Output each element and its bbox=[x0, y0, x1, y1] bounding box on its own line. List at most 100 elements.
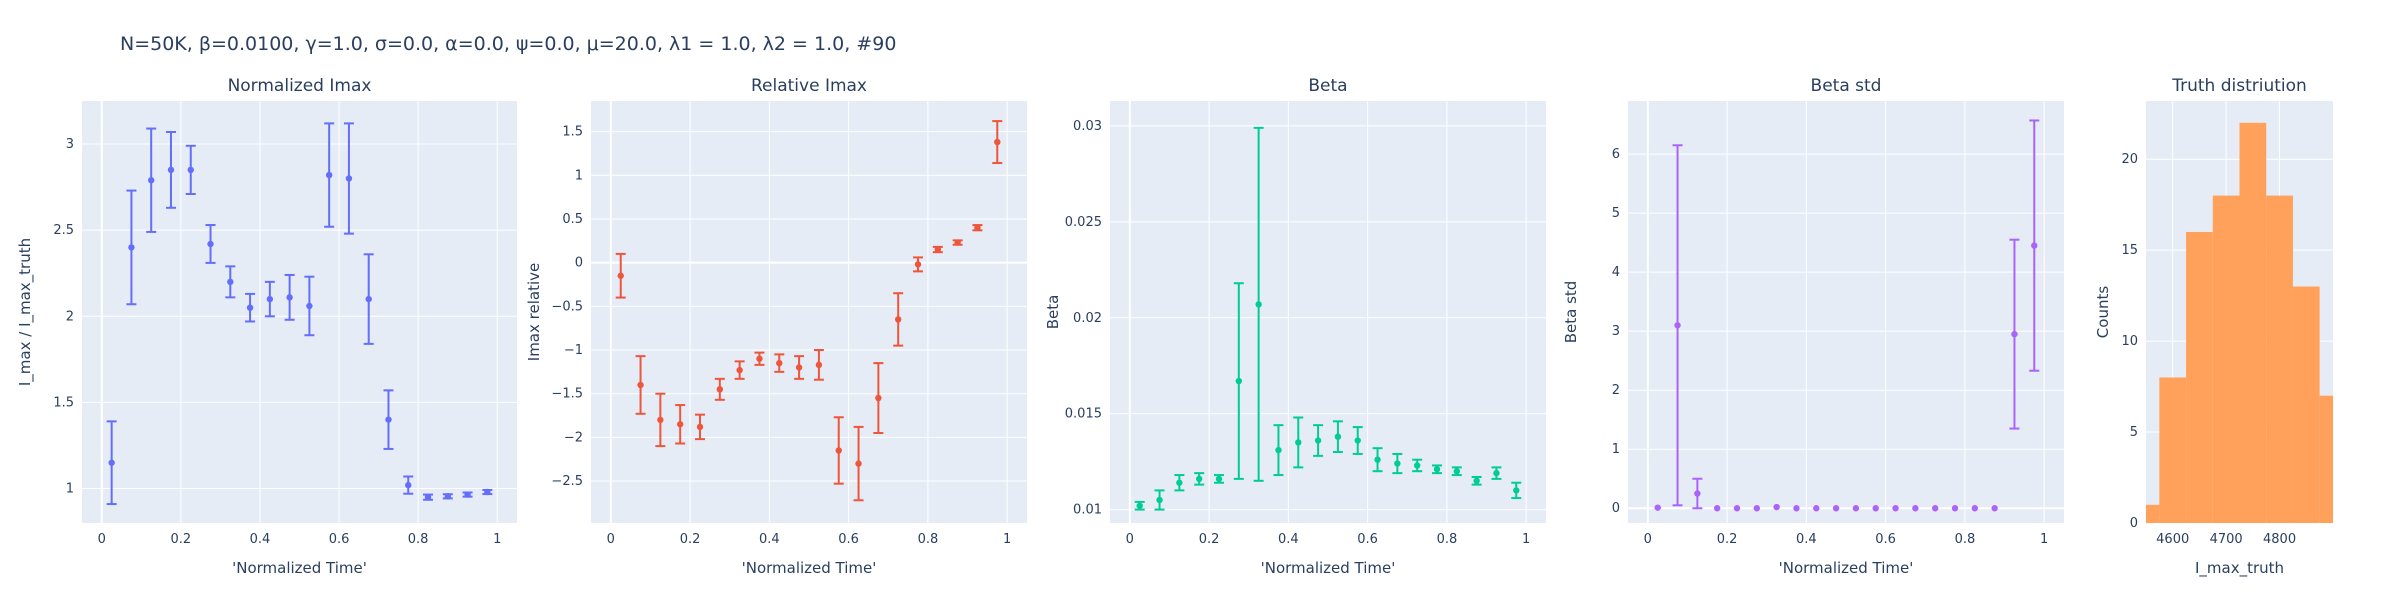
histogram-bar bbox=[2239, 122, 2267, 524]
histogram-bar bbox=[2266, 195, 2293, 523]
y-tick-label: 1 bbox=[1612, 442, 1620, 457]
x-tick-label: 0 bbox=[1126, 532, 1134, 547]
data-point bbox=[1654, 504, 1661, 511]
data-point bbox=[1453, 468, 1461, 475]
data-point bbox=[914, 261, 922, 268]
data-point bbox=[1513, 487, 1520, 494]
y-axis-label: Imax relative bbox=[525, 263, 543, 361]
data-point bbox=[1872, 505, 1879, 512]
data-point bbox=[1813, 505, 1820, 512]
figure-suptitle: N=50K, β=0.0100, γ=1.0, σ=0.0, α=0.0, ψ=… bbox=[120, 33, 896, 55]
panel-title: Beta bbox=[1308, 76, 1347, 96]
data-point bbox=[405, 481, 412, 489]
data-point bbox=[1255, 301, 1262, 308]
data-point bbox=[875, 394, 882, 402]
data-point bbox=[1235, 377, 1243, 385]
data-point bbox=[286, 294, 293, 301]
data-point bbox=[954, 239, 961, 246]
data-point bbox=[1971, 505, 1979, 512]
plot-background bbox=[1110, 101, 1546, 523]
data-point bbox=[1314, 437, 1322, 444]
x-tick-label: 0.4 bbox=[250, 532, 271, 547]
plot-background bbox=[591, 101, 1027, 523]
x-tick-label: 0.8 bbox=[1437, 532, 1458, 547]
panel-relative-imax: Relative Imax 'Normalized Time' Imax rel… bbox=[525, 76, 1027, 577]
y-tick-label: −0.5 bbox=[551, 299, 583, 314]
y-tick-label: −2 bbox=[564, 430, 583, 445]
data-point bbox=[325, 171, 333, 179]
y-tick-label: 5 bbox=[2130, 425, 2138, 440]
data-point bbox=[128, 244, 135, 251]
x-tick-label: 0.4 bbox=[1278, 532, 1299, 547]
data-point bbox=[2031, 242, 2038, 249]
data-point bbox=[756, 355, 763, 362]
data-point bbox=[1493, 469, 1500, 477]
y-tick-label: 3 bbox=[66, 137, 74, 152]
histogram-bar bbox=[2319, 395, 2333, 523]
data-point bbox=[424, 493, 432, 501]
data-point bbox=[2011, 330, 2018, 338]
x-tick-label: 0.6 bbox=[1875, 532, 1896, 547]
y-tick-label: 2 bbox=[1612, 383, 1620, 398]
data-point bbox=[1793, 505, 1800, 512]
data-point bbox=[894, 316, 902, 323]
y-tick-label: −1 bbox=[564, 343, 583, 358]
data-point bbox=[464, 491, 471, 498]
data-point bbox=[1694, 490, 1701, 497]
data-point bbox=[148, 177, 155, 184]
data-point bbox=[227, 278, 234, 286]
x-tick-label: 0.6 bbox=[1357, 532, 1378, 547]
x-axis-label: I_max_truth bbox=[2195, 559, 2284, 578]
x-tick-label: 0 bbox=[1644, 532, 1652, 547]
data-point bbox=[1674, 322, 1681, 329]
data-point bbox=[835, 447, 842, 454]
y-tick-label: 0.03 bbox=[1073, 119, 1102, 134]
x-tick-label: 4600 bbox=[2156, 532, 2189, 547]
data-point bbox=[1215, 475, 1223, 483]
x-tick-label: 0 bbox=[98, 532, 106, 547]
data-point bbox=[108, 459, 115, 466]
y-tick-label: 15 bbox=[2121, 243, 2138, 258]
x-tick-label: 4700 bbox=[2210, 532, 2243, 547]
panel-title: Beta std bbox=[1811, 76, 1882, 96]
data-point bbox=[1176, 479, 1183, 486]
data-point bbox=[1733, 505, 1741, 512]
x-tick-label: 1 bbox=[1003, 532, 1011, 547]
x-tick-label: 0.6 bbox=[838, 532, 859, 547]
histogram-bar bbox=[2186, 231, 2213, 523]
data-point bbox=[855, 460, 862, 467]
y-axis-label: Counts bbox=[2094, 286, 2112, 339]
y-tick-label: 1 bbox=[575, 168, 583, 183]
data-point bbox=[1473, 477, 1480, 484]
data-point bbox=[637, 381, 644, 389]
panel-title: Relative Imax bbox=[751, 76, 867, 96]
data-point bbox=[1275, 446, 1282, 454]
data-point bbox=[696, 423, 704, 431]
data-point bbox=[385, 416, 392, 423]
x-tick-label: 0.2 bbox=[680, 532, 701, 547]
y-tick-label: 0.02 bbox=[1073, 311, 1102, 326]
panel-beta: Beta 'Normalized Time' Beta 0 0.2 0.4 0.6 0.… bbox=[1044, 76, 1546, 577]
x-tick-label: 1 bbox=[2040, 532, 2048, 547]
y-tick-label: 2.5 bbox=[53, 223, 74, 238]
data-point bbox=[1713, 505, 1721, 512]
data-point bbox=[1374, 456, 1381, 463]
x-tick-label: 0.2 bbox=[171, 532, 192, 547]
data-point bbox=[1832, 505, 1840, 512]
data-point bbox=[444, 493, 451, 500]
panel-title: Truth distriution bbox=[2171, 76, 2307, 96]
x-tick-label: 1 bbox=[1522, 532, 1530, 547]
plot-background bbox=[1628, 101, 2064, 523]
y-tick-label: 4 bbox=[1612, 265, 1620, 280]
data-point bbox=[484, 488, 491, 496]
data-point bbox=[617, 272, 624, 279]
data-point bbox=[795, 364, 803, 371]
data-point bbox=[676, 421, 684, 428]
data-point bbox=[934, 246, 942, 253]
data-point bbox=[1156, 496, 1163, 504]
x-tick-label: 0.2 bbox=[1199, 532, 1220, 547]
x-tick-label: 0.8 bbox=[1955, 532, 1976, 547]
data-point bbox=[1433, 466, 1441, 473]
y-tick-label: 0.01 bbox=[1073, 503, 1102, 518]
x-tick-label: 0.4 bbox=[759, 532, 780, 547]
